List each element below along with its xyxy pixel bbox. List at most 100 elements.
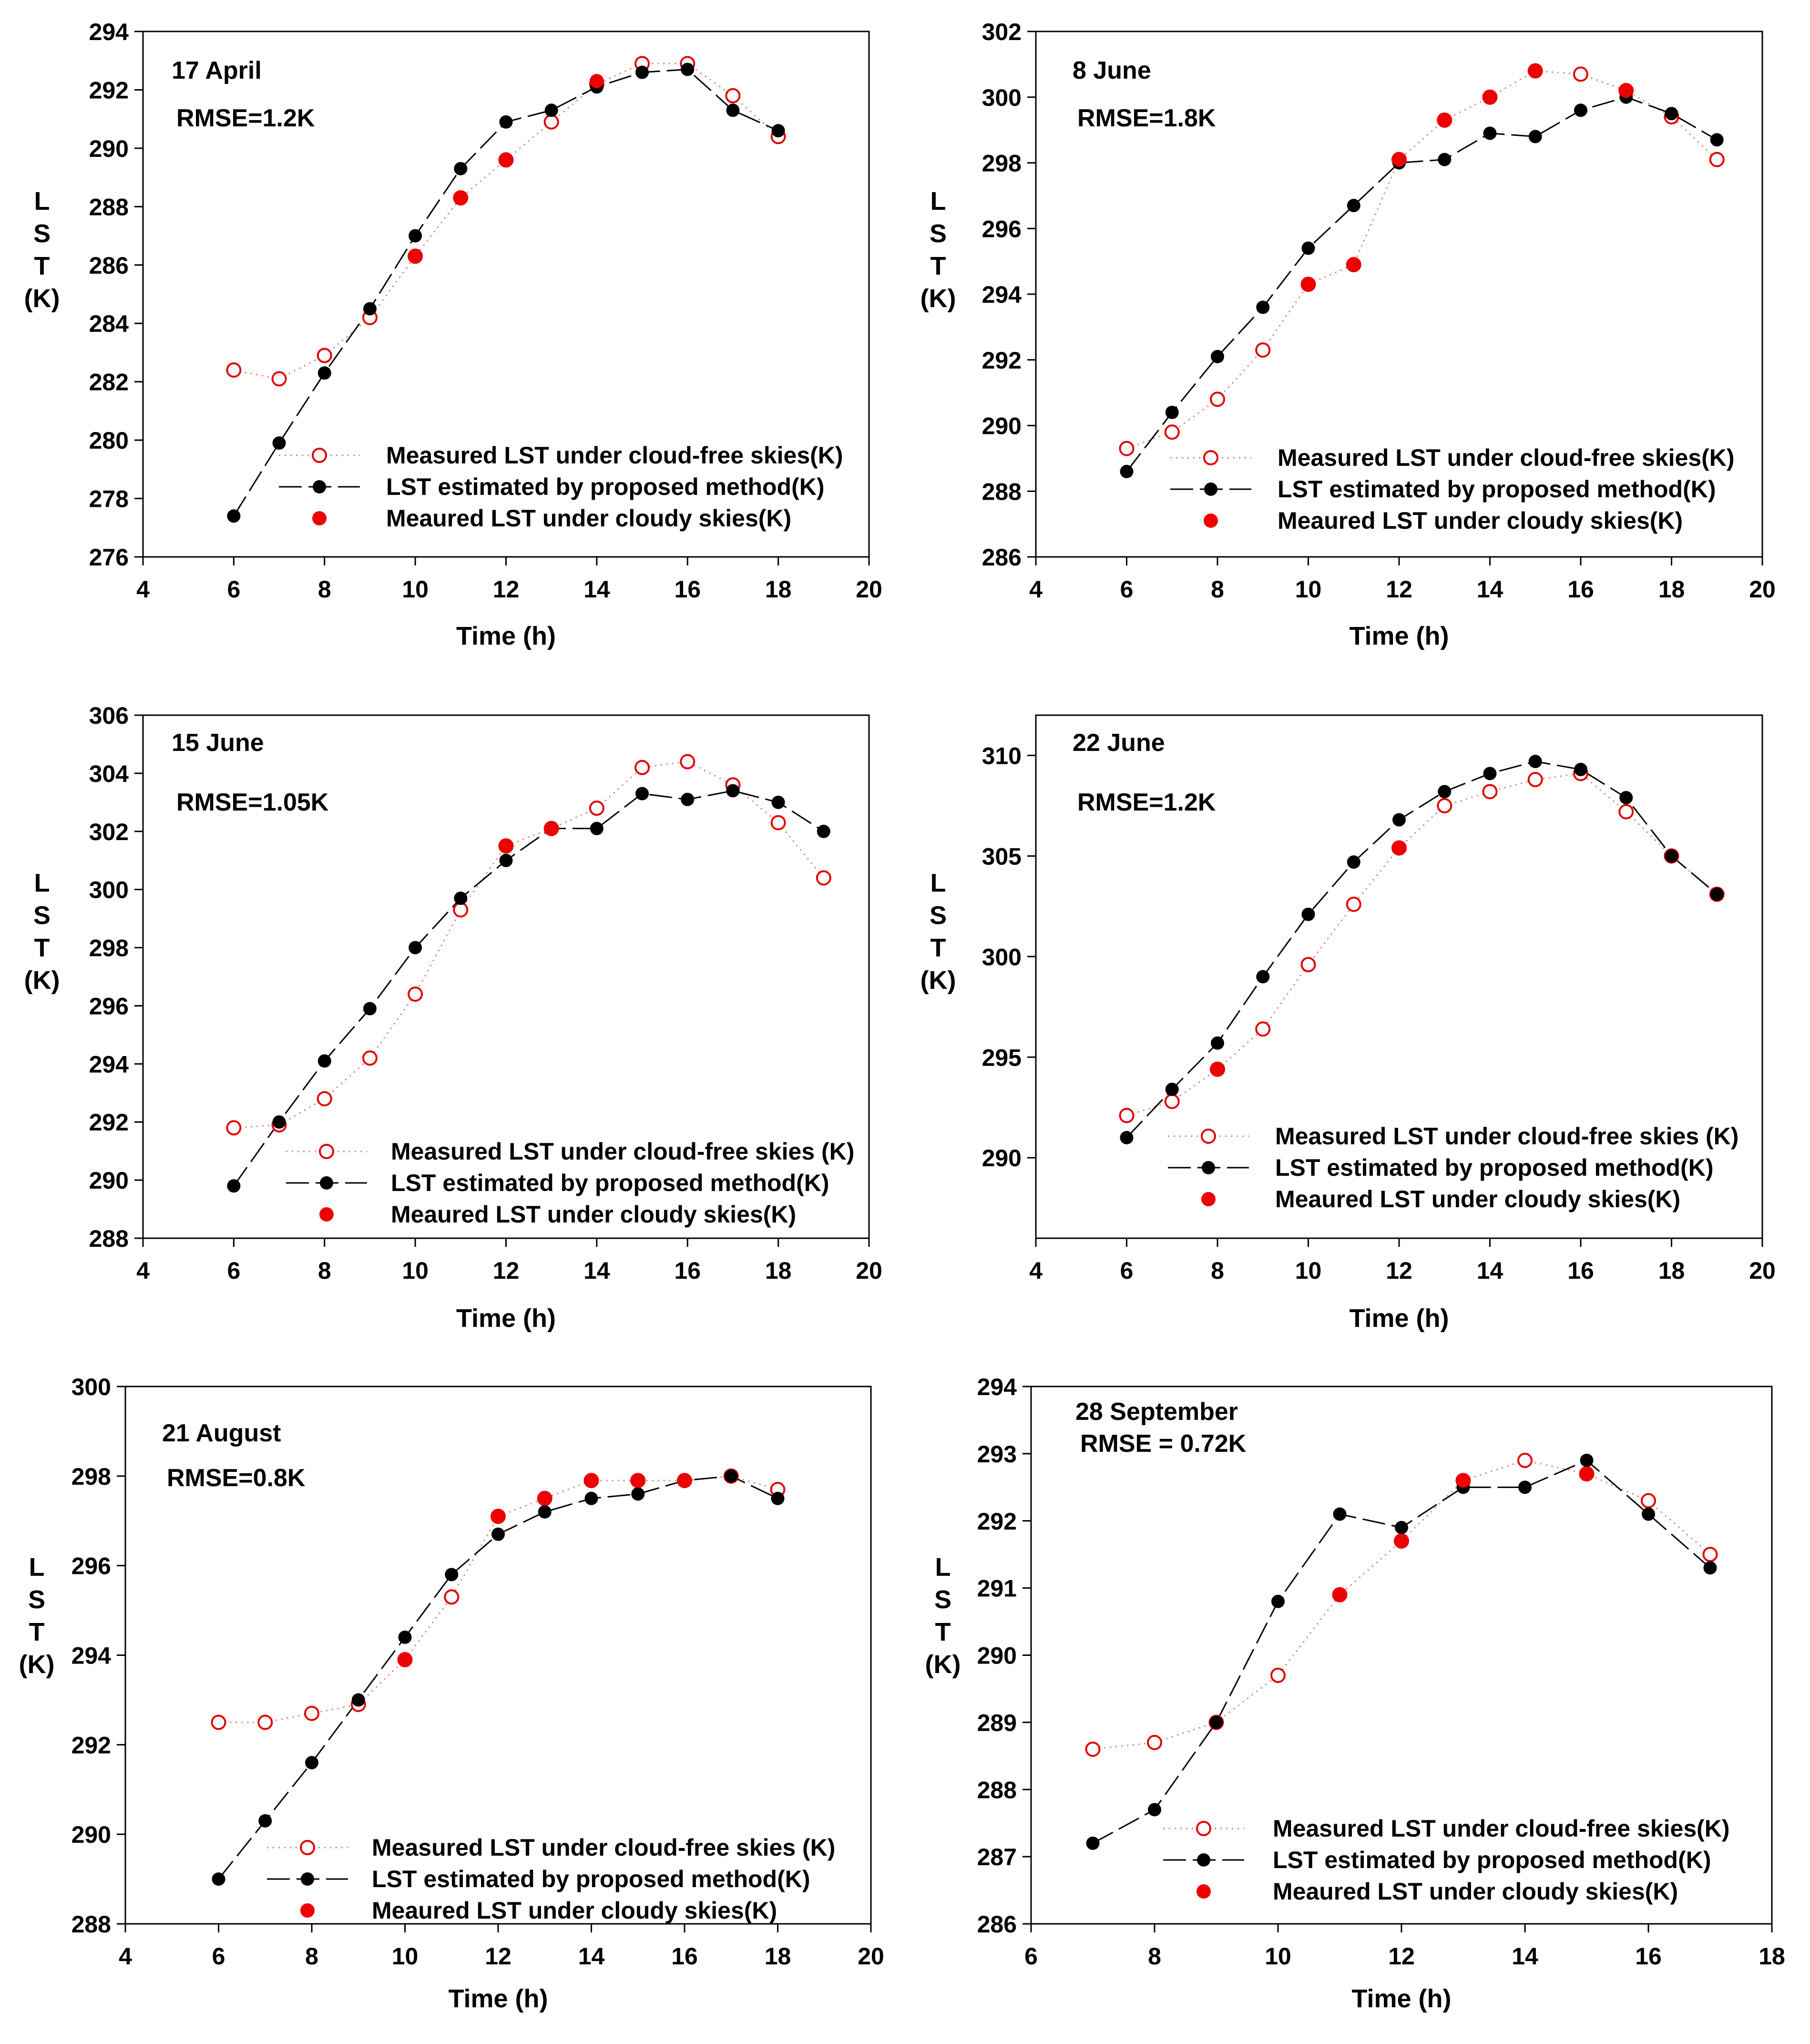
y-axis-title-part: L [931,187,946,216]
y-tick-label: 294 [89,1051,129,1078]
y-axis-title-part: L [29,1553,45,1582]
y-tick-label: 298 [89,935,129,962]
estimated-point [1528,130,1542,144]
y-tick-label: 278 [89,486,129,513]
x-tick-label: 18 [765,576,792,603]
legend-marker-cloud-free [312,448,327,463]
x-tick-label: 14 [1477,576,1503,603]
y-tick-label: 294 [89,19,129,45]
y-tick-label: 306 [89,702,129,729]
estimated-point [1703,1561,1717,1575]
y-tick-label: 288 [982,478,1022,505]
y-tick-label: 310 [982,742,1022,769]
legend: Measured LST under cloud-free skies(K) LS… [279,442,843,532]
x-tick-label: 12 [493,1257,520,1284]
cloud-free-point [1300,957,1316,973]
y-tick-label: 291 [977,1575,1017,1602]
x-axis-title: Time (h) [448,1984,548,2013]
x-tick-label: 10 [402,1257,429,1284]
cloudy-point [491,1509,505,1524]
cloudy-point [1483,90,1497,104]
legend-marker-cloudy [1201,1192,1216,1206]
estimated-point [1665,849,1678,863]
y-tick-label: 300 [72,1374,111,1400]
rmse-annotation: RMSE=1.2K [1077,789,1216,816]
x-axis-title: Time (h) [456,622,556,650]
cloud-free-point [634,760,650,775]
estimated-point [1165,1082,1179,1096]
x-tick-label: 16 [671,1943,698,1970]
y-tick-label: 296 [982,216,1022,242]
x-tick-label: 12 [1388,1943,1415,1970]
cloudy-point [499,839,513,853]
x-tick-label: 14 [578,1943,605,1970]
estimated-point [227,1179,241,1193]
cloud-free-point [362,1050,378,1066]
y-tick-label: 276 [89,544,129,571]
date-annotation: 22 June [1073,729,1165,757]
x-tick-label: 8 [1148,1943,1161,1970]
cloudy-point [1456,1473,1471,1488]
x-tick-label: 4 [119,1943,132,1970]
cloud-free-point [211,1715,226,1730]
y-axis-title-part: S [930,901,947,930]
y-tick-label: 288 [89,1225,129,1252]
estimated-point [258,1814,272,1828]
x-tick-label: 4 [1029,1257,1043,1284]
y-axis-title-part: S [934,1585,951,1614]
date-annotation: 8 June [1073,57,1151,84]
legend-label: LST estimated by proposed method(K) [391,1170,829,1196]
estimated-point [317,366,331,380]
y-tick-label: 292 [977,1508,1017,1535]
rmse-annotation: RMSE=1.05K [176,789,329,816]
y-axis-title-part: S [33,901,51,930]
legend-label: Meaured LST under cloudy skies(K) [1278,507,1683,534]
x-tick-label: 6 [1024,1943,1038,1970]
legend-marker-cloudy [312,511,327,525]
x-tick-label: 20 [856,1257,882,1284]
y-tick-label: 294 [977,1374,1017,1400]
cloud-free-point [257,1715,273,1730]
x-tick-label: 8 [305,1943,318,1970]
cloud-free-point [770,815,786,831]
cloud-free-series-line [1093,1459,1711,1750]
y-axis-title-part: L [931,869,946,897]
estimated-point [631,1487,645,1501]
cloud-free-point [1527,772,1543,788]
x-tick-label: 8 [1211,576,1224,603]
legend-marker-cloudy [300,1903,315,1918]
estimated-point [538,1505,552,1519]
x-tick-label: 18 [1658,1257,1685,1284]
cloud-free-point [1119,441,1135,456]
legend-marker-estimated [1197,1853,1210,1867]
x-tick-label: 12 [1386,1257,1412,1284]
cloudy-point [1437,113,1452,127]
cloudy-point [1332,1587,1347,1602]
cloud-free-point [1210,391,1225,407]
rmse-annotation: RMSE=1.8K [1077,104,1216,132]
estimated-point [454,891,468,905]
estimated-point [454,162,468,175]
estimated-point [771,795,785,809]
estimated-point [363,302,377,316]
y-axis-title-part: L [34,187,50,216]
x-tick-label: 12 [485,1943,511,1970]
y-tick-label: 304 [89,760,129,787]
y-axis-title-part: (K) [920,284,956,313]
cloudy-point [1210,1062,1225,1077]
y-tick-label: 290 [982,1145,1022,1171]
estimated-point [409,941,422,955]
y-axis-title-part: T [935,1618,951,1646]
legend-label: Measured LST under cloud-free skies (K) [1275,1123,1738,1150]
y-tick-label: 288 [72,1911,111,1938]
estimated-point [771,124,785,138]
cloud-free-point [680,754,695,770]
x-tick-label: 20 [1749,1257,1776,1284]
cloudy-point [1301,277,1316,292]
estimated-point [1148,1803,1161,1817]
estimated-point [1710,133,1724,147]
y-tick-label: 300 [982,944,1022,970]
y-tick-label: 302 [982,19,1022,45]
estimated-point [1483,126,1497,140]
x-tick-label: 8 [318,1257,331,1284]
